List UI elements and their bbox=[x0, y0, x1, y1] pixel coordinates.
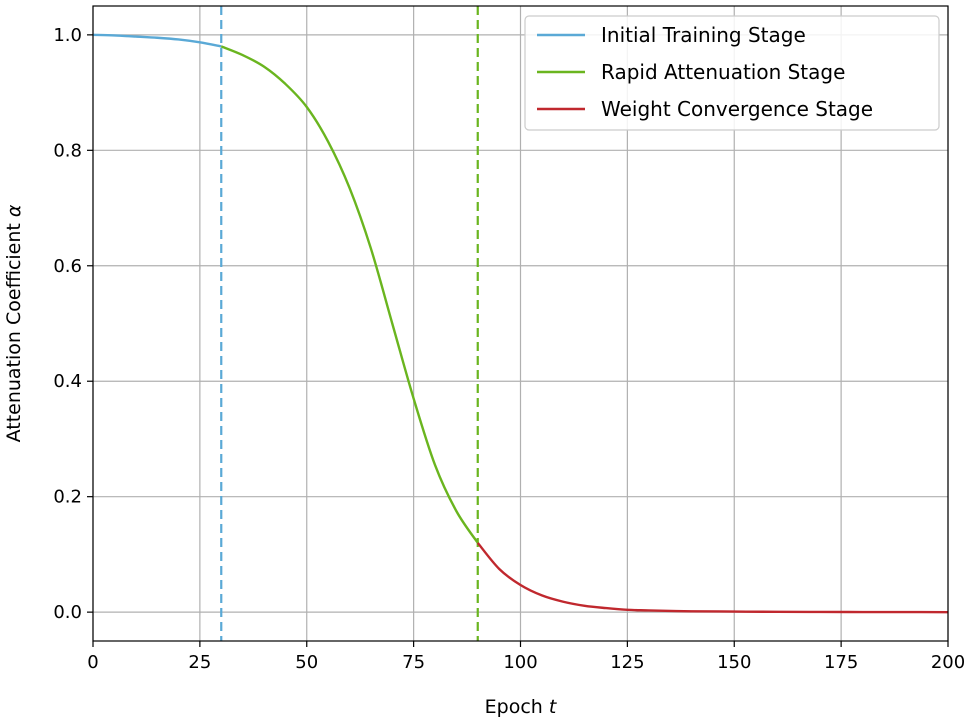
y-axis-label-text: Attenuation Coefficient bbox=[3, 217, 25, 442]
x-axis-label-variable: t bbox=[549, 696, 558, 718]
x-tick-label: 75 bbox=[402, 652, 425, 673]
series-lines bbox=[92, 33, 949, 614]
x-tick-label: 50 bbox=[295, 652, 318, 673]
y-axis-label-variable: α bbox=[3, 204, 25, 217]
y-tick-label: 0.8 bbox=[53, 140, 82, 161]
x-tick-label: 25 bbox=[188, 652, 211, 673]
series-line-1 bbox=[92, 33, 222, 48]
legend-box bbox=[524, 15, 940, 131]
series-line-3 bbox=[476, 542, 949, 614]
legend: Initial Training Stage Rapid Attenuation … bbox=[524, 15, 940, 131]
series-line-2 bbox=[220, 45, 479, 544]
x-axis-label-text: Epoch bbox=[485, 696, 549, 718]
x-tick-label: 0 bbox=[87, 652, 98, 673]
y-tick-label: 0.4 bbox=[53, 371, 82, 392]
stage-boundary-lines bbox=[220, 6, 479, 641]
x-axis-ticks: 0 25 50 75 100 125 150 175 200 bbox=[87, 641, 965, 673]
x-tick-label: 200 bbox=[931, 652, 965, 673]
legend-entry-1: Initial Training Stage bbox=[601, 23, 806, 47]
x-tick-label: 125 bbox=[610, 652, 644, 673]
y-tick-label: 0.0 bbox=[53, 602, 82, 623]
y-tick-label: 1.0 bbox=[53, 25, 82, 46]
y-tick-label: 0.6 bbox=[53, 256, 82, 277]
y-axis-ticks: 0.0 0.2 0.4 0.6 0.8 1.0 bbox=[53, 25, 93, 623]
legend-entry-3: Weight Convergence Stage bbox=[601, 97, 873, 121]
y-axis-label: Attenuation Coefficient α bbox=[3, 204, 25, 442]
x-tick-label: 175 bbox=[824, 652, 858, 673]
x-tick-label: 100 bbox=[503, 652, 537, 673]
x-tick-label: 150 bbox=[717, 652, 751, 673]
y-tick-label: 0.2 bbox=[53, 487, 82, 508]
legend-entry-2: Rapid Attenuation Stage bbox=[601, 60, 845, 84]
x-axis-label: Epoch t bbox=[485, 696, 558, 718]
